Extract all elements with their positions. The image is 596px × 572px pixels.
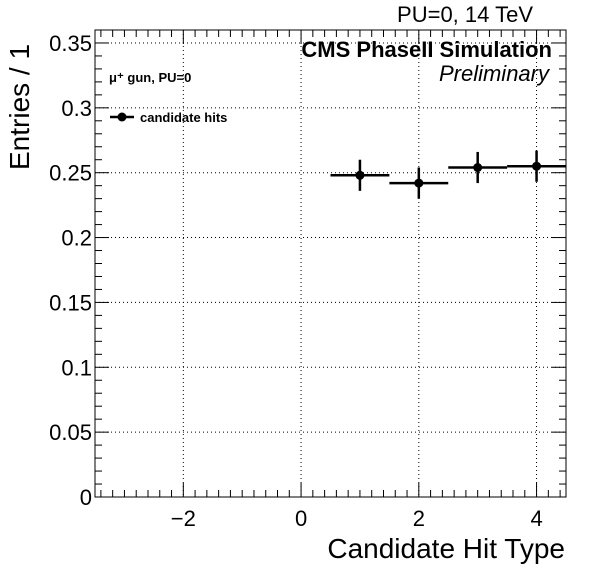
data-point-0-2	[448, 151, 508, 184]
y-tick-label-3: 0.15	[49, 290, 92, 315]
tick-labels: −2 0 2 4 0 0.05 0.1 0.15 0.2 0.25 0.3 0.35	[49, 31, 543, 531]
y-tick-label-7: 0.35	[49, 31, 92, 56]
x-tick-label-0: −2	[171, 506, 196, 531]
data-point-marker	[532, 161, 542, 171]
y-tick-label-6: 0.3	[61, 96, 92, 121]
y-tick-label-2: 0.1	[61, 355, 92, 380]
legend-marker-dot	[117, 112, 127, 122]
y-tick-label-0: 0	[80, 485, 92, 510]
data-marks	[330, 150, 566, 199]
grid-lines	[95, 30, 566, 497]
preliminary-label: Preliminary	[439, 61, 551, 86]
gun-label: μ⁺ gun, PU=0	[109, 70, 191, 85]
y-axis-title: Entries / 1	[4, 44, 35, 170]
data-point-marker	[414, 178, 424, 188]
x-tick-label-2: 2	[413, 506, 425, 531]
data-point-marker	[355, 170, 365, 180]
plot-frame	[94, 29, 567, 498]
data-point-0-1	[389, 167, 449, 199]
data-point-marker	[473, 163, 483, 173]
y-tick-label-1: 0.05	[49, 420, 92, 445]
x-axis-title: Candidate Hit Type	[327, 533, 565, 564]
axis-ticks	[95, 29, 566, 498]
data-point-0-0	[330, 159, 390, 191]
top-right-label: PU=0, 14 TeV	[397, 2, 533, 27]
legend: candidate hits	[110, 110, 227, 125]
legend-entry-candidate-hits: candidate hits	[140, 110, 227, 125]
x-tick-label-1: 0	[295, 506, 307, 531]
y-tick-label-4: 0.2	[61, 226, 92, 251]
cms-label: CMS PhaseII Simulation	[301, 37, 552, 62]
data-point-0-3	[507, 150, 566, 182]
x-tick-label-3: 4	[530, 506, 542, 531]
y-tick-label-5: 0.25	[49, 161, 92, 186]
